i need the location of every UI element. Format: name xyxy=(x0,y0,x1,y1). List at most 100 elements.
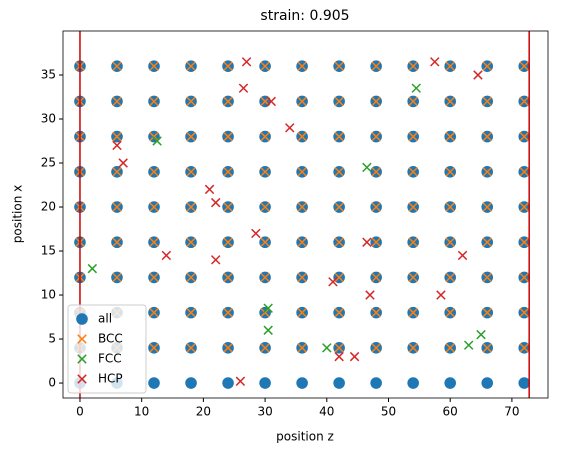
point xyxy=(482,237,492,247)
point xyxy=(411,83,421,93)
legend: all BCC FCC HCP xyxy=(67,304,147,394)
point xyxy=(251,228,261,239)
point xyxy=(519,167,529,177)
point xyxy=(482,272,492,283)
point xyxy=(186,343,196,353)
point xyxy=(482,96,492,107)
point xyxy=(408,61,418,71)
point xyxy=(285,123,295,133)
point xyxy=(260,237,270,247)
y-tick-label: 35 xyxy=(41,68,56,82)
point xyxy=(260,272,270,283)
point xyxy=(371,343,381,353)
legend-marker xyxy=(77,334,87,344)
point xyxy=(260,202,270,212)
point xyxy=(263,303,273,313)
point xyxy=(322,343,332,353)
y-tick-label: 5 xyxy=(48,332,56,346)
point xyxy=(482,202,492,212)
legend-label: all xyxy=(98,312,112,326)
point xyxy=(297,96,307,107)
x-tick-label: 20 xyxy=(196,405,211,419)
point xyxy=(519,237,529,247)
point xyxy=(149,61,159,71)
point xyxy=(445,202,455,212)
point xyxy=(210,197,221,208)
point xyxy=(334,343,344,353)
axes-frame xyxy=(62,30,549,399)
point xyxy=(333,377,345,389)
point xyxy=(297,307,307,318)
point xyxy=(297,167,307,177)
point xyxy=(334,131,344,142)
point xyxy=(263,325,273,335)
y-tick-label: 10 xyxy=(41,288,56,302)
point xyxy=(223,61,233,71)
point xyxy=(222,377,234,389)
point xyxy=(204,184,215,195)
point xyxy=(408,96,418,107)
point xyxy=(334,96,344,107)
x-tick-label: 60 xyxy=(443,405,458,419)
legend-label: BCC xyxy=(98,332,123,346)
point xyxy=(152,136,162,146)
point xyxy=(186,131,196,142)
point xyxy=(186,237,196,247)
point xyxy=(241,57,252,67)
point xyxy=(297,61,307,71)
x-tick-label: 50 xyxy=(381,405,396,419)
point xyxy=(186,202,196,212)
y-tick-label: 15 xyxy=(41,244,56,258)
point xyxy=(223,272,233,283)
point xyxy=(519,202,529,212)
y-tick-label: 25 xyxy=(41,156,56,170)
point xyxy=(408,343,418,353)
legend-marker xyxy=(77,374,87,384)
point xyxy=(370,377,382,389)
point xyxy=(518,377,531,389)
legend-box xyxy=(67,304,147,394)
point xyxy=(445,131,455,142)
point xyxy=(482,307,492,318)
point xyxy=(148,377,160,389)
point xyxy=(445,343,455,353)
point xyxy=(445,61,455,71)
point xyxy=(112,61,122,71)
point xyxy=(260,307,270,318)
point xyxy=(223,343,233,353)
point xyxy=(260,61,270,71)
point xyxy=(334,351,344,362)
point xyxy=(223,167,233,177)
y-axis-label: position x xyxy=(11,185,25,243)
point xyxy=(260,167,270,177)
x-tick-label: 0 xyxy=(76,405,84,419)
legend-label: HCP xyxy=(98,372,123,386)
point xyxy=(297,272,307,283)
point xyxy=(260,131,270,142)
point xyxy=(112,96,122,107)
y-tick-label: 20 xyxy=(41,200,56,214)
x-tick-label: 70 xyxy=(504,405,519,419)
point xyxy=(473,70,483,80)
point xyxy=(186,272,196,283)
point xyxy=(408,307,418,318)
point xyxy=(296,377,308,389)
point xyxy=(371,237,381,247)
point xyxy=(334,237,344,247)
point xyxy=(445,167,455,177)
point xyxy=(149,202,159,212)
point xyxy=(112,131,122,142)
point xyxy=(149,237,159,247)
point xyxy=(259,377,271,389)
point xyxy=(407,377,419,389)
point xyxy=(161,250,172,261)
x-tick-label: 40 xyxy=(319,405,334,419)
point xyxy=(186,167,196,177)
point xyxy=(334,307,344,318)
point xyxy=(519,131,529,142)
point xyxy=(118,158,128,168)
point xyxy=(210,255,221,265)
point xyxy=(328,277,338,287)
point xyxy=(371,167,381,177)
